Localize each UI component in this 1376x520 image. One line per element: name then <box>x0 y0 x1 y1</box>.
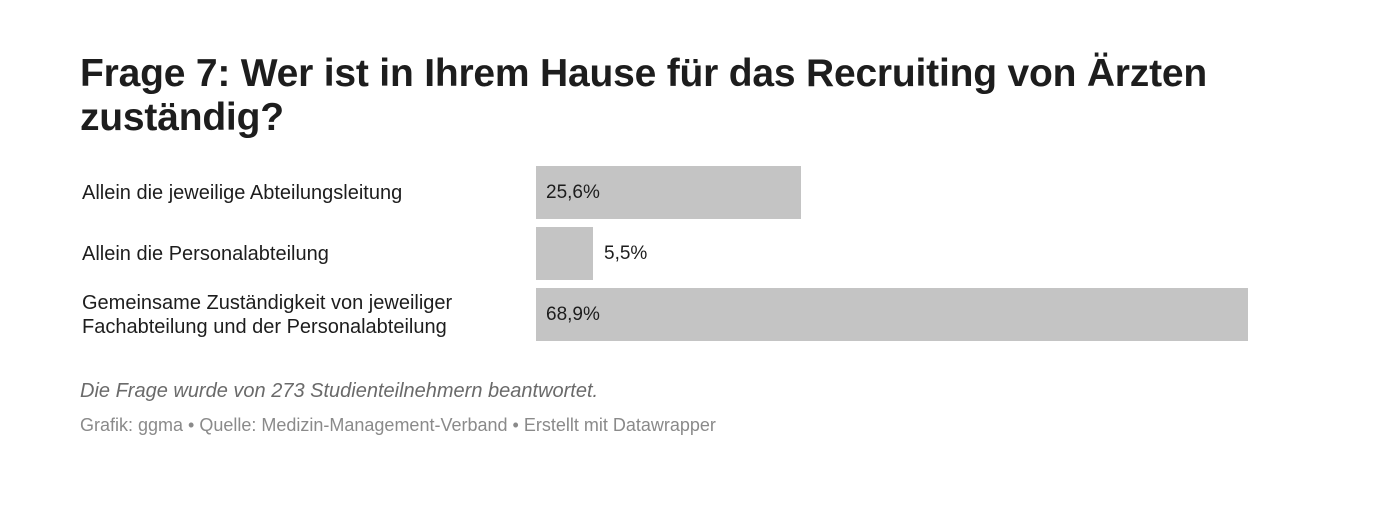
bar-value-label: 5,5% <box>604 242 648 264</box>
bar <box>536 166 801 219</box>
category-label: Gemeinsame Zuständigkeit von jeweiliger F… <box>82 288 530 341</box>
category-label-line: Allein die Personalabteilung <box>82 242 329 265</box>
bar-row: Gemeinsame Zuständigkeit von jeweiliger F… <box>80 288 1280 341</box>
chart-footer: Grafik: ggma • Quelle: Medizin-Managemen… <box>80 415 716 435</box>
chart-notes: Die Frage wurde von 273 Studienteilnehme… <box>80 380 599 402</box>
bar-area: Allein die jeweilige Abteilungsleitung 25… <box>80 166 1280 342</box>
category-label-line: Fachabteilung und der Personalabteilung <box>82 315 447 338</box>
bar <box>536 227 593 280</box>
bar-value-label: 25,6% <box>546 181 600 203</box>
category-label: Allein die jeweilige Abteilungsleitung <box>82 166 530 219</box>
bar-row: Allein die jeweilige Abteilungsleitung 25… <box>80 166 1280 219</box>
chart-title: Frage 7: Wer ist in Ihrem Hause für das … <box>80 52 1207 139</box>
category-label: Allein die Personalabteilung <box>82 227 530 280</box>
category-label-line: Allein die jeweilige Abteilungsleitung <box>82 181 403 204</box>
bar-value-label: 68,9% <box>546 303 600 325</box>
bar <box>536 288 1248 341</box>
bar-row: Allein die Personalabteilung 5,5% <box>80 227 1280 280</box>
category-label-line: Gemeinsame Zuständigkeit von jeweiliger <box>82 291 453 314</box>
chart-container: Frage 7: Wer ist in Ihrem Hause für das … <box>80 52 1280 436</box>
